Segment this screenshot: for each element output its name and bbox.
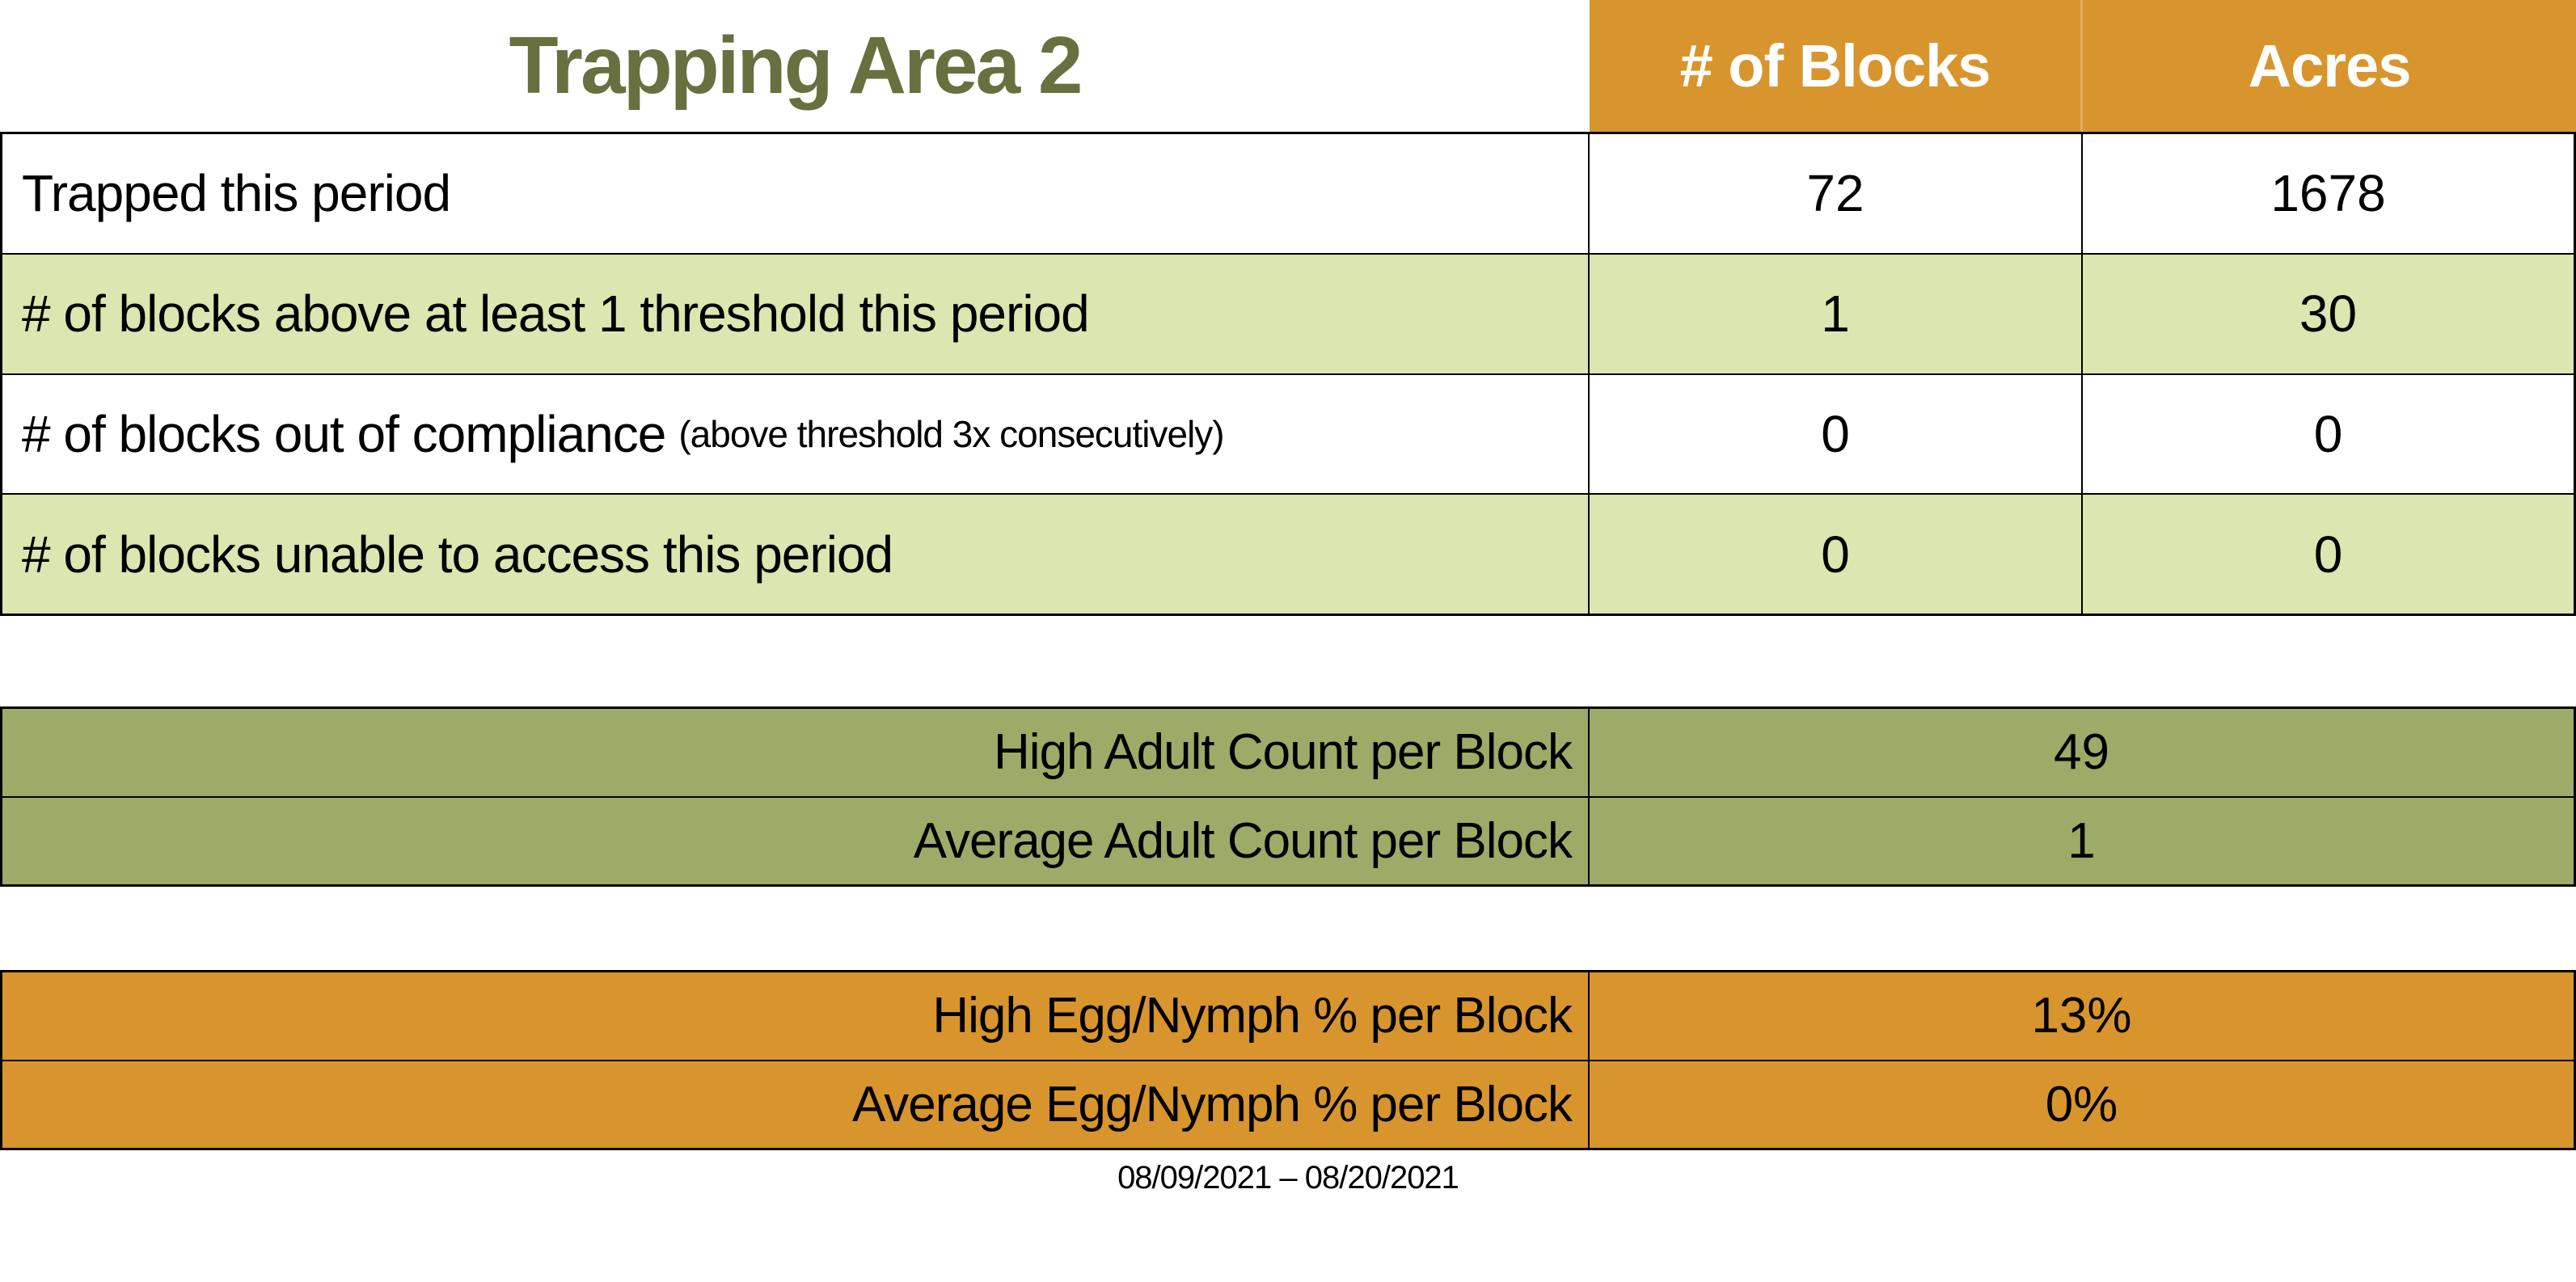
egg-row-label: Average Egg/Nymph % per Block <box>2 1061 1590 1148</box>
row-label: # of blocks unable to access this period <box>22 525 893 584</box>
row-label-cell: Trapped this period <box>2 134 1590 253</box>
table-row: Average Egg/Nymph % per Block 0% <box>2 1059 2574 1148</box>
table-row: Average Adult Count per Block 1 <box>2 795 2574 884</box>
egg-nymph-table: High Egg/Nymph % per Block 13% Average E… <box>0 970 2576 1150</box>
row-label-cell: # of blocks unable to access this period <box>2 495 1590 614</box>
row-note: (above threshold 3x consecutively) <box>678 412 1224 455</box>
footer: 08/09/2021 – 08/20/2021 <box>0 1150 2576 1282</box>
column-header-blocks-label: # of Blocks <box>1679 32 1991 99</box>
egg-row-label: High Egg/Nymph % per Block <box>2 972 1590 1060</box>
report-header: Trapping Area 2 # of Blocks Acres <box>0 0 2576 132</box>
acres-value-cell: 0 <box>2313 404 2343 463</box>
adult-row-label: Average Adult Count per Block <box>2 797 1590 884</box>
blocks-value-cell: 0 <box>1590 495 2083 614</box>
adult-count-table: High Adult Count per Block 49 Average Ad… <box>0 706 2576 887</box>
egg-row-value: 13% <box>2031 988 2132 1044</box>
table-row: # of blocks out of compliance (above thr… <box>2 373 2574 494</box>
date-range: 08/09/2021 – 08/20/2021 <box>1117 1160 1459 1196</box>
row-label-cell: # of blocks above at least 1 threshold t… <box>2 254 1590 373</box>
row-label: # of blocks out of compliance <box>22 404 666 463</box>
table-row: High Adult Count per Block 49 <box>2 709 2574 796</box>
adult-row-value: 1 <box>2067 812 2096 869</box>
column-header-acres-label: Acres <box>2248 32 2412 99</box>
summary-table: Trapped this period 72 1678 # of blocks … <box>0 132 2576 616</box>
adult-row-label: High Adult Count per Block <box>2 709 1590 796</box>
egg-row-value: 0% <box>2045 1076 2118 1132</box>
blocks-value-cell: 0 <box>1590 374 2083 494</box>
blocks-value-cell: 1 <box>1590 254 2083 373</box>
table-row: # of blocks unable to access this period… <box>2 493 2574 614</box>
spacer <box>0 887 2576 970</box>
table-row: High Egg/Nymph % per Block 13% <box>2 972 2574 1060</box>
adult-row-value: 49 <box>2054 724 2109 781</box>
acres-value-cell: 1678 <box>2270 164 2386 223</box>
acres-value-cell: 0 <box>2313 525 2343 584</box>
spacer <box>0 616 2576 706</box>
row-label-cell: # of blocks out of compliance (above thr… <box>2 374 1590 494</box>
table-row: Trapped this period 72 1678 <box>2 134 2574 253</box>
title-cell: Trapping Area 2 <box>0 0 1590 132</box>
blocks-value-cell: 72 <box>1590 134 2083 253</box>
column-header-blocks: # of Blocks <box>1590 0 2083 132</box>
page-title: Trapping Area 2 <box>509 20 1083 111</box>
column-header-acres: Acres <box>2083 0 2576 132</box>
row-label: Trapped this period <box>22 164 451 223</box>
acres-value-cell: 30 <box>2299 285 2358 344</box>
row-label: # of blocks above at least 1 threshold t… <box>22 285 1090 344</box>
table-row: # of blocks above at least 1 threshold t… <box>2 252 2574 373</box>
